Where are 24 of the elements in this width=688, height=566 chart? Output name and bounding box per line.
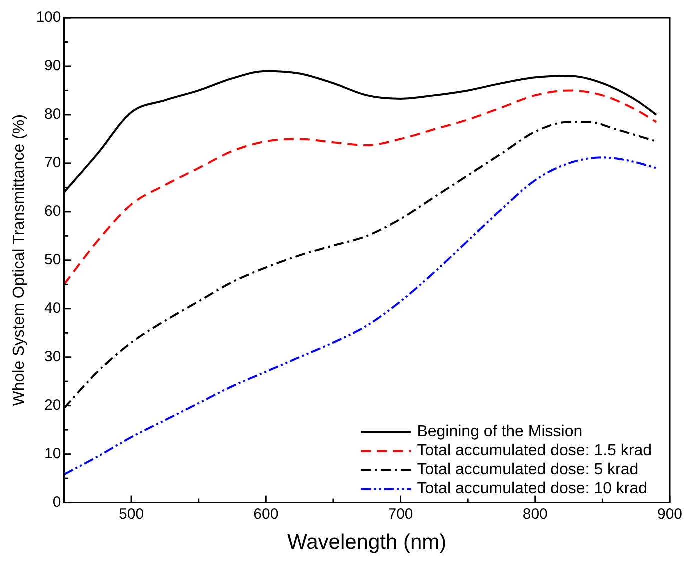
x-tick-label: 800 [522,506,548,523]
y-tick-label: 40 [44,300,62,318]
y-tick-label: 90 [44,58,62,75]
y-tick-label: 10 [44,445,62,462]
x-tick-label: 600 [254,506,279,523]
legend-label: Total accumulated dose: 1.5 krad [417,442,652,460]
line-series [64,90,658,286]
y-tick-label: 100 [36,9,62,26]
legend-label: Total accumulated dose: 5 krad [417,462,639,479]
line-series [64,156,658,476]
x-axis-title: Wavelength (nm) [288,531,447,554]
y-tick-label: 0 [52,494,62,511]
y-tick-label: 20 [44,396,62,414]
y-tick-label: 70 [44,154,62,172]
legend-label: Begining of the Mission [417,424,583,441]
x-tick-label: 700 [388,506,414,523]
y-tick-label: 80 [44,106,62,124]
y-tick-label: 50 [44,252,62,269]
y-axis-title: Whole System Optical Transmittance (%) [11,114,28,406]
y-tick-label: 30 [44,348,62,366]
x-tick-label: 500 [119,506,144,523]
x-tick-label: 900 [657,506,683,523]
legend-label: Total accumulated dose: 10 krad [417,480,648,498]
y-tick-label: 60 [44,203,62,220]
